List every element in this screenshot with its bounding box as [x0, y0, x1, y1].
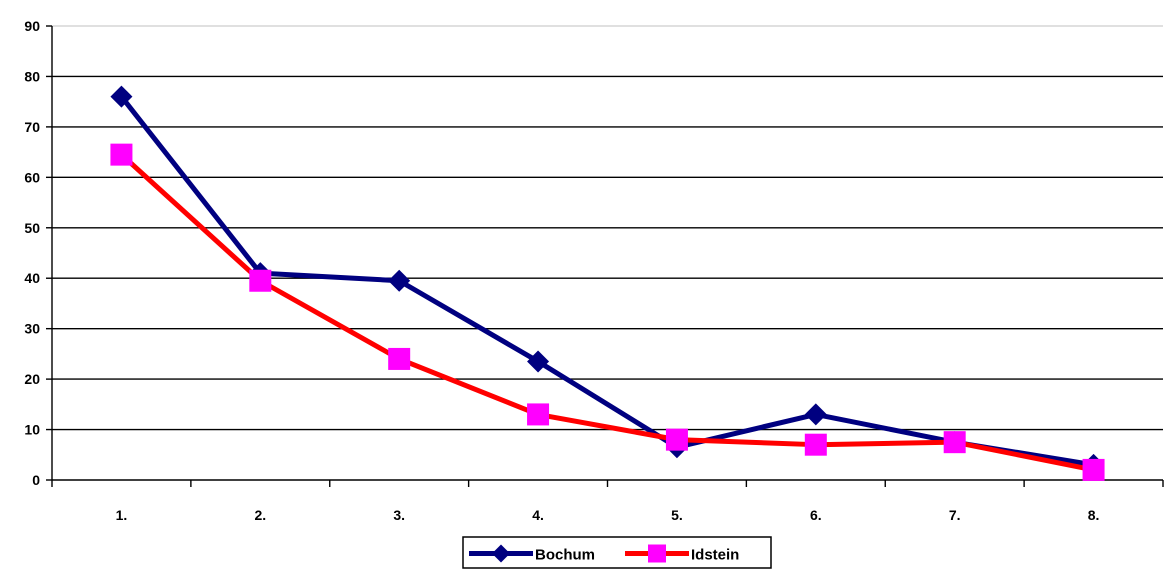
y-tick-label-20: 20 [24, 371, 40, 387]
point-bochum-4 [527, 350, 549, 372]
point-idstein-8 [1083, 459, 1105, 481]
y-tick-label-60: 60 [24, 169, 40, 185]
legend: Bochum Idstein [463, 537, 771, 568]
series-idstein [110, 144, 1104, 481]
y-tick-label-0: 0 [32, 472, 40, 488]
point-idstein-6 [805, 434, 827, 456]
x-tick-label-5: 5. [671, 507, 683, 523]
point-bochum-6 [805, 403, 827, 425]
x-tick-label-3: 3. [393, 507, 405, 523]
gridlines [52, 26, 1163, 430]
x-axis-tick-labels: 1. 2. 3. 4. 5. 6. 7. 8. [116, 507, 1100, 523]
x-tick-label-4: 4. [532, 507, 544, 523]
legend-marker-idstein [648, 545, 666, 563]
x-tick-label-6: 6. [810, 507, 822, 523]
axes [46, 26, 1163, 487]
x-tick-label-1: 1. [116, 507, 128, 523]
legend-label-bochum: Bochum [535, 547, 595, 564]
y-tick-label-80: 80 [24, 68, 40, 84]
legend-label-idstein: Idstein [691, 547, 739, 564]
series-layer [110, 86, 1104, 481]
y-tick-label-70: 70 [24, 119, 40, 135]
y-tick-label-90: 90 [24, 18, 40, 34]
point-idstein-1 [110, 144, 132, 166]
point-idstein-3 [388, 348, 410, 370]
point-idstein-7 [944, 431, 966, 453]
point-bochum-3 [388, 270, 410, 292]
y-tick-label-40: 40 [24, 270, 40, 286]
x-tick-label-7: 7. [949, 507, 961, 523]
y-tick-label-50: 50 [24, 220, 40, 236]
point-idstein-4 [527, 403, 549, 425]
point-idstein-2 [249, 270, 271, 292]
y-tick-label-10: 10 [24, 422, 40, 438]
y-tick-label-30: 30 [24, 321, 40, 337]
series-line-idstein [121, 155, 1093, 470]
x-tick-label-2: 2. [254, 507, 266, 523]
y-axis-tick-labels: 0 10 20 30 40 50 60 70 80 90 [24, 18, 40, 488]
x-tick-label-8: 8. [1088, 507, 1100, 523]
point-idstein-5 [666, 429, 688, 451]
